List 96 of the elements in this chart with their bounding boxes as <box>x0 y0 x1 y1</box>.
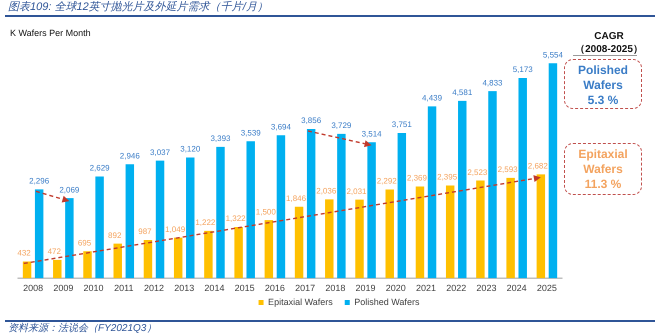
bar <box>398 133 406 278</box>
x-tick-label: 2015 <box>234 283 255 294</box>
data-label: 695 <box>78 238 92 248</box>
bar <box>156 160 164 278</box>
data-label: 3,539 <box>240 128 262 138</box>
bar <box>506 178 515 278</box>
x-tick-label: 2008 <box>23 283 44 294</box>
text: 资料来源：法说会（FY2021Q3） <box>7 323 156 334</box>
data-label: 2,292 <box>376 176 398 186</box>
data-label: 2,395 <box>437 172 458 182</box>
bar <box>325 199 334 278</box>
data-label: 2,036 <box>316 186 337 196</box>
data-label: 432 <box>17 248 32 258</box>
bar <box>458 100 466 278</box>
bar <box>476 180 485 278</box>
bar <box>186 157 194 278</box>
data-label: 1,222 <box>195 218 216 228</box>
bar <box>174 238 182 278</box>
bar <box>246 141 255 278</box>
data-label: 472 <box>48 247 62 256</box>
bar <box>95 176 104 278</box>
data-label: 3,514 <box>362 129 382 138</box>
data-label: 4,833 <box>482 78 504 88</box>
data-label: 3,856 <box>301 116 322 126</box>
data-label: 1,322 <box>226 214 246 224</box>
x-tick-label: 2021 <box>416 283 436 294</box>
data-label: 3,751 <box>392 120 412 130</box>
bar <box>306 128 316 278</box>
data-label: 5,173 <box>512 65 534 74</box>
data-label: 1,846 <box>286 194 307 203</box>
bar <box>488 91 497 278</box>
x-tick-label: 2011 <box>114 283 134 294</box>
data-label: 3,037 <box>150 148 171 157</box>
x-tick-label: 2022 <box>446 283 466 294</box>
bar <box>386 190 394 278</box>
x-tick-label: 2016 <box>264 283 285 294</box>
bar <box>53 260 62 278</box>
data-label: 1,500 <box>256 207 276 216</box>
bar <box>204 230 213 278</box>
bar <box>22 261 32 278</box>
text: Epitaxial Wafers 11.3 % <box>564 143 642 195</box>
data-label: 2,593 <box>498 165 518 174</box>
data-label: 3,393 <box>210 134 232 144</box>
data-label: 2,946 <box>120 151 140 160</box>
text: （2008-2025） <box>574 43 644 57</box>
data-label: 2,629 <box>90 164 110 173</box>
data-label: 3,120 <box>180 144 201 154</box>
bar <box>548 63 558 278</box>
bar <box>83 251 92 278</box>
data-label: 5,554 <box>542 50 564 60</box>
x-tick-label: 2020 <box>386 283 406 294</box>
chart-title: 图表109: 全球12英寸抛光片及外延片需求（千片/月） <box>7 1 268 13</box>
bar <box>428 106 436 278</box>
bar <box>234 227 243 278</box>
legend-label: Epitaxial Wafers <box>268 296 334 307</box>
bar <box>355 200 364 278</box>
text: CAGR <box>593 31 625 42</box>
bar <box>446 186 454 278</box>
data-label: 4,581 <box>452 88 473 98</box>
x-tick-label: 2010 <box>84 283 104 294</box>
x-tick-label: 2013 <box>174 283 194 294</box>
x-tick-label: 2019 <box>356 283 376 294</box>
bar <box>416 186 424 278</box>
bar <box>276 135 286 278</box>
bar <box>114 244 122 278</box>
text: Polished Wafers 5.3 % <box>564 59 642 109</box>
data-label: 892 <box>108 230 122 240</box>
bar <box>337 134 346 278</box>
bar <box>126 164 134 278</box>
data-label: 3,729 <box>331 121 352 130</box>
x-tick-label: 2018 <box>325 283 346 294</box>
data-label: 2,523 <box>467 168 488 177</box>
data-label: 4,439 <box>422 94 443 103</box>
bar <box>34 189 44 278</box>
data-label: 2,369 <box>406 174 428 183</box>
data-label: 2,682 <box>528 162 548 171</box>
x-tick-label: 2009 <box>53 283 74 294</box>
x-tick-label: 2012 <box>144 283 164 294</box>
data-label: 2,031 <box>346 186 368 196</box>
bar <box>144 240 152 278</box>
bar <box>264 220 274 278</box>
y-axis-title: K Wafers Per Month <box>10 28 91 38</box>
x-tick-label: 2017 <box>295 283 316 294</box>
x-tick-label: 2025 <box>536 283 557 294</box>
data-label: 2,069 <box>59 185 80 194</box>
legend-label: Polished Wafers <box>354 296 420 307</box>
data-label: 1,049 <box>165 224 186 234</box>
bar <box>294 206 304 278</box>
x-tick-label: 2014 <box>204 283 224 294</box>
x-tick-label: 2023 <box>476 283 496 294</box>
data-label: 2,296 <box>29 176 50 186</box>
data-label: 3,694 <box>270 122 292 132</box>
x-tick-label: 2024 <box>506 283 527 294</box>
data-label: 987 <box>138 227 152 236</box>
bar <box>518 78 527 278</box>
bar <box>216 146 225 278</box>
